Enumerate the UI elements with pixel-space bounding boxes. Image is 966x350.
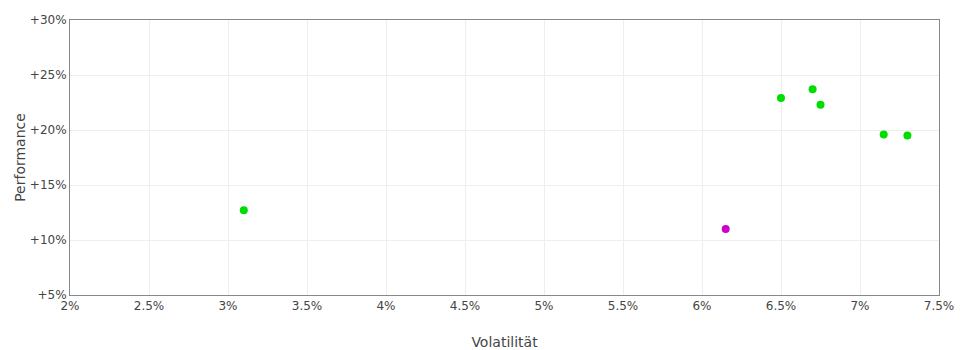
svg-text:+15%: +15% (30, 178, 67, 192)
svg-text:7.5%: 7.5% (924, 299, 955, 313)
svg-text:4.5%: 4.5% (450, 299, 481, 313)
svg-text:+20%: +20% (30, 123, 67, 137)
svg-text:2.5%: 2.5% (134, 299, 165, 313)
svg-text:+25%: +25% (30, 68, 67, 82)
svg-text:Performance: Performance (12, 113, 28, 202)
svg-text:4%: 4% (376, 299, 395, 313)
svg-text:+5%: +5% (38, 288, 67, 302)
svg-text:3.5%: 3.5% (292, 299, 323, 313)
svg-text:6%: 6% (692, 299, 711, 313)
svg-text:2%: 2% (60, 299, 79, 313)
svg-text:+30%: +30% (30, 13, 67, 27)
svg-text:Volatilität: Volatilität (471, 334, 538, 350)
svg-text:7%: 7% (850, 299, 869, 313)
svg-text:6.5%: 6.5% (766, 299, 797, 313)
svg-text:3%: 3% (218, 299, 237, 313)
svg-text:5.5%: 5.5% (608, 299, 639, 313)
svg-text:+10%: +10% (30, 233, 67, 247)
svg-text:5%: 5% (534, 299, 553, 313)
